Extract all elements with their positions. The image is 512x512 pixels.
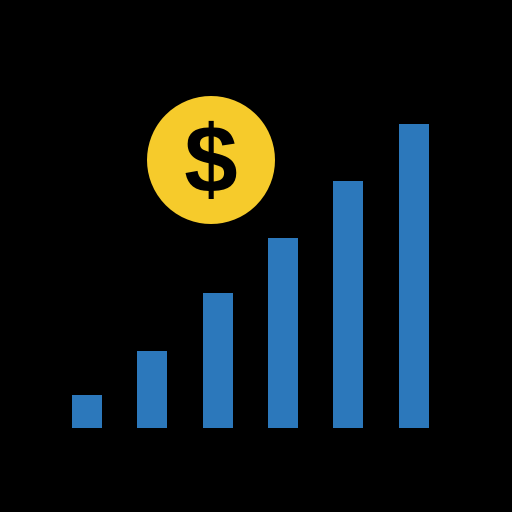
growth-chart-icon: $ [0, 0, 512, 512]
bar-2 [137, 351, 167, 428]
bar-5 [333, 181, 363, 428]
dollar-sign-icon: $ [184, 112, 237, 208]
bar-6 [399, 124, 429, 428]
bar-1 [72, 395, 102, 428]
bar-3 [203, 293, 233, 428]
bar-4 [268, 238, 298, 428]
